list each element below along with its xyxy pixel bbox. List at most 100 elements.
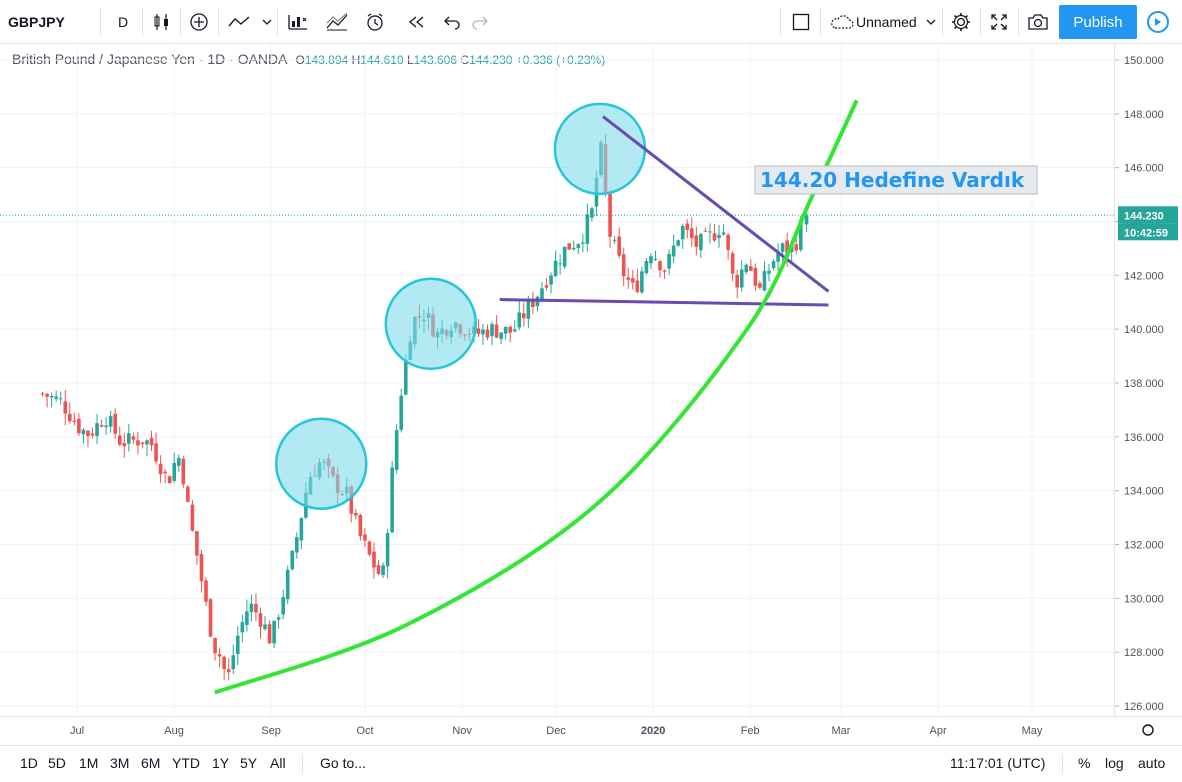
candle-body xyxy=(390,467,394,533)
candle-body xyxy=(753,267,758,286)
alert-icon[interactable] xyxy=(362,6,388,38)
bar-style-icon[interactable] xyxy=(150,6,174,38)
settings-icon[interactable] xyxy=(948,6,974,38)
upper-trendline[interactable] xyxy=(602,115,830,293)
candle-body xyxy=(608,194,612,237)
candle-body xyxy=(49,395,54,398)
candle-body xyxy=(590,208,594,218)
candle-body xyxy=(730,253,735,274)
candle-body xyxy=(553,260,558,277)
candle-body xyxy=(758,283,762,288)
toolbar-divider xyxy=(980,8,981,36)
price-tick-label: 150.000 xyxy=(1124,55,1164,67)
camera-icon[interactable] xyxy=(1024,6,1052,38)
range-button-1m[interactable]: 1M xyxy=(79,755,99,771)
range-button-5d[interactable]: 5D xyxy=(48,755,66,771)
candle-body xyxy=(267,624,272,644)
axis-settings-icon[interactable] xyxy=(1142,724,1154,736)
cloud-icon[interactable] xyxy=(828,6,856,38)
undo-icon[interactable] xyxy=(440,6,464,38)
candle-body xyxy=(222,656,226,670)
indicators-icon[interactable] xyxy=(285,6,311,38)
range-button-all[interactable]: All xyxy=(270,755,286,771)
lower-trendline[interactable] xyxy=(499,298,829,307)
candle-body xyxy=(40,393,45,395)
candle-body xyxy=(272,620,276,644)
range-button-6m[interactable]: 6M xyxy=(141,755,161,771)
toolbar-divider xyxy=(100,8,101,36)
price-tick-label: 140.000 xyxy=(1124,324,1164,336)
candle-body xyxy=(226,669,231,673)
candle-body xyxy=(503,326,508,334)
growth-curve[interactable] xyxy=(214,99,859,695)
publish-button[interactable]: Publish xyxy=(1059,5,1137,39)
candle-body xyxy=(113,413,117,434)
legend-title: British Pound / Japanese Yen · 1D · OAND… xyxy=(12,51,288,67)
time-tick-label: Sep xyxy=(261,725,281,737)
time-tick-label: Apr xyxy=(930,725,947,737)
chevron-down-icon[interactable] xyxy=(260,6,274,38)
candle-body xyxy=(394,429,399,470)
toolbar-divider xyxy=(142,8,143,36)
candle-body xyxy=(481,329,485,335)
candle-body xyxy=(744,264,749,273)
utc-clock[interactable]: 11:17:01 (UTC) xyxy=(950,755,1046,771)
compare-icon[interactable] xyxy=(324,6,350,38)
annotation-box[interactable] xyxy=(754,165,1038,195)
candle-body xyxy=(290,550,295,570)
candle-body xyxy=(240,622,245,633)
candle-body xyxy=(108,416,113,427)
range-button-1d[interactable]: 1D xyxy=(20,755,38,771)
candle-body xyxy=(104,425,108,428)
interval-button[interactable]: D xyxy=(117,14,129,30)
range-button-5y[interactable]: 5Y xyxy=(240,755,258,771)
toolbar-divider xyxy=(218,8,219,36)
candle-body xyxy=(676,240,680,246)
play-icon[interactable] xyxy=(1139,5,1177,39)
candle-body xyxy=(181,458,186,485)
candle-body xyxy=(517,312,522,328)
candle-body xyxy=(649,256,653,264)
layout-name-button[interactable]: Unnamed xyxy=(856,14,917,30)
candle-body xyxy=(780,243,785,252)
replay-icon[interactable] xyxy=(403,6,429,38)
candle-body xyxy=(626,277,631,280)
price-tick-label: 132.000 xyxy=(1124,540,1164,552)
line-tool-icon[interactable] xyxy=(226,6,252,38)
toolbar-divider xyxy=(1018,8,1019,36)
candle-body xyxy=(685,223,690,231)
candle-body xyxy=(640,271,644,293)
candle-body xyxy=(72,420,77,422)
candle-body xyxy=(726,234,730,250)
percent-scale-toggle[interactable]: % xyxy=(1078,755,1091,771)
range-button-ytd[interactable]: YTD xyxy=(172,755,200,771)
candle-body xyxy=(717,234,721,239)
range-button-1y[interactable]: 1Y xyxy=(212,755,230,771)
range-button-3m[interactable]: 3M xyxy=(110,755,130,771)
fullscreen-icon[interactable] xyxy=(986,6,1012,38)
time-tick-label: Dec xyxy=(546,725,566,737)
goto-button[interactable]: Go to... xyxy=(320,755,366,771)
auto-scale-toggle[interactable]: auto xyxy=(1138,755,1166,771)
price-chart[interactable]: 144.20 Hedefine Vardık 126.000 128.000 130… xyxy=(0,44,1182,745)
toolbar-divider xyxy=(942,8,943,36)
candle-body xyxy=(235,635,240,654)
add-indicator-icon[interactable] xyxy=(187,6,211,38)
highlight-circle[interactable] xyxy=(274,417,368,510)
redo-icon[interactable] xyxy=(468,6,492,38)
time-tick-label: Mar xyxy=(832,725,851,737)
highlight-circle[interactable] xyxy=(384,277,478,371)
log-scale-toggle[interactable]: log xyxy=(1105,755,1124,771)
candle-body xyxy=(581,242,585,244)
highlight-circle[interactable] xyxy=(553,102,647,196)
chevron-down-icon[interactable] xyxy=(924,6,938,38)
symbol-search-button[interactable]: GBPJPY xyxy=(8,14,65,30)
candle-body xyxy=(67,413,72,422)
price-tick-label: 142.000 xyxy=(1124,270,1164,282)
candle-body xyxy=(86,430,90,437)
time-tick-label: Feb xyxy=(741,725,760,737)
layout-square-icon[interactable] xyxy=(788,6,814,38)
candle-body xyxy=(385,533,390,567)
candle-body xyxy=(630,278,635,283)
candle-body xyxy=(499,332,503,339)
